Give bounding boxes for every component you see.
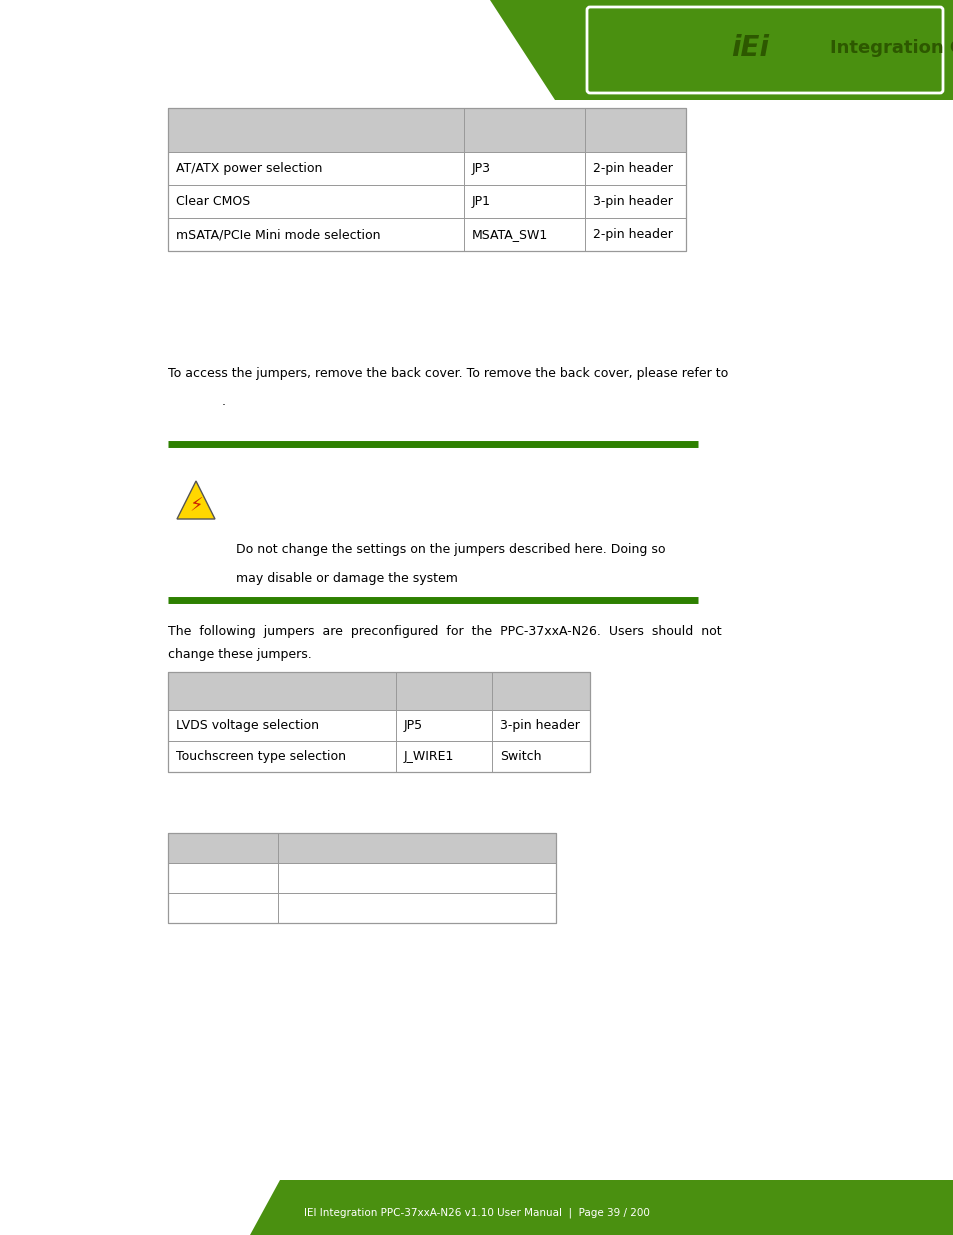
Text: iEi: iEi bbox=[730, 35, 768, 62]
Polygon shape bbox=[0, 1179, 280, 1235]
Text: J_WIRE1: J_WIRE1 bbox=[403, 750, 454, 763]
Text: Integration Corp.: Integration Corp. bbox=[829, 40, 953, 57]
Text: 2-pin header: 2-pin header bbox=[593, 228, 672, 241]
Text: IEI Integration PPC-37xxA-N26 v1.10 User Manual  |  Page 39 / 200: IEI Integration PPC-37xxA-N26 v1.10 User… bbox=[304, 1208, 649, 1218]
Text: LVDS voltage selection: LVDS voltage selection bbox=[175, 719, 318, 732]
Text: Switch: Switch bbox=[499, 750, 541, 763]
Bar bbox=[168, 893, 556, 923]
Polygon shape bbox=[177, 480, 214, 519]
Text: 2-pin header: 2-pin header bbox=[593, 162, 672, 175]
Bar bbox=[0, 0, 953, 100]
Text: ⚡: ⚡ bbox=[189, 496, 203, 515]
Text: change these jumpers.: change these jumpers. bbox=[168, 648, 312, 661]
Text: JP1: JP1 bbox=[472, 195, 491, 207]
Text: AT/ATX power selection: AT/ATX power selection bbox=[175, 162, 322, 175]
Bar bbox=[168, 863, 556, 893]
Text: 3-pin header: 3-pin header bbox=[593, 195, 672, 207]
Bar bbox=[168, 832, 556, 923]
Bar bbox=[168, 107, 685, 251]
Text: MSATA_SW1: MSATA_SW1 bbox=[472, 228, 548, 241]
Text: mSATA/PCIe Mini mode selection: mSATA/PCIe Mini mode selection bbox=[175, 228, 380, 241]
Bar bbox=[168, 710, 589, 741]
Text: JP3: JP3 bbox=[472, 162, 491, 175]
Bar bbox=[168, 107, 685, 152]
Bar bbox=[0, 1179, 120, 1235]
Text: JP5: JP5 bbox=[403, 719, 423, 732]
Polygon shape bbox=[319, 0, 490, 7]
Polygon shape bbox=[0, 0, 555, 100]
Text: 3-pin header: 3-pin header bbox=[499, 719, 579, 732]
Bar bbox=[168, 832, 556, 863]
Bar bbox=[168, 741, 589, 772]
Text: Clear CMOS: Clear CMOS bbox=[175, 195, 250, 207]
Bar bbox=[168, 152, 685, 185]
Text: The  following  jumpers  are  preconfigured  for  the  PPC-37xxA-N26.  Users  sh: The following jumpers are preconfigured … bbox=[168, 625, 720, 638]
Bar bbox=[168, 185, 685, 219]
Text: Do not change the settings on the jumpers described here. Doing so: Do not change the settings on the jumper… bbox=[235, 543, 665, 556]
Bar bbox=[168, 672, 589, 772]
Bar bbox=[168, 672, 589, 710]
Text: .: . bbox=[222, 395, 226, 408]
Text: Touchscreen type selection: Touchscreen type selection bbox=[175, 750, 346, 763]
Bar bbox=[0, 0, 490, 100]
Bar bbox=[0, 1179, 953, 1235]
Bar bbox=[168, 219, 685, 251]
Text: may disable or damage the system: may disable or damage the system bbox=[235, 572, 457, 585]
Text: To access the jumpers, remove the back cover. To remove the back cover, please r: To access the jumpers, remove the back c… bbox=[168, 367, 727, 380]
